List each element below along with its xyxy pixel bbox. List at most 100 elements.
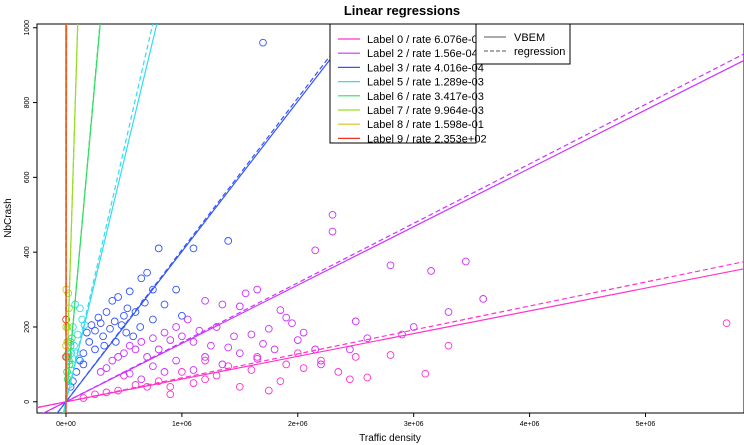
point-series-2-2 <box>224 237 233 245</box>
point-series-1-17 <box>288 319 296 328</box>
point-series-1-37 <box>166 336 175 344</box>
x-tick-label-1: 1e+06 <box>172 421 192 428</box>
point-series-1-38 <box>178 332 186 341</box>
point-series-1-19 <box>247 330 256 339</box>
point-series-2-29 <box>136 323 145 331</box>
x-tick-label-4: 4e+06 <box>520 421 540 428</box>
point-series-1-20 <box>230 332 238 341</box>
point-series-0-26 <box>253 353 262 361</box>
point-series-1-14 <box>276 306 285 314</box>
point-series-1-21 <box>212 323 221 331</box>
y-tick-label-2: 400 <box>24 246 31 258</box>
y-tick-label-1: 200 <box>24 321 31 333</box>
point-series-2-20 <box>82 328 91 337</box>
vbem-line-0 <box>37 268 744 409</box>
point-series-1-44 <box>311 345 320 354</box>
point-series-2-9 <box>102 308 111 316</box>
point-series-0-7 <box>299 364 308 372</box>
point-series-1-9 <box>235 302 244 311</box>
point-series-2-36 <box>79 360 88 369</box>
legend-linetype-label-0: VBEM <box>514 32 545 44</box>
legend: Label 0 / rate 6.076e-05 Label 2 / rate 1… <box>329 23 571 145</box>
point-series-0-3 <box>235 382 244 391</box>
point-series-2-30 <box>149 315 157 324</box>
point-series-2-25 <box>110 317 119 326</box>
point-series-1-48 <box>235 349 244 358</box>
regression-line-1 <box>42 53 744 413</box>
legend-entry-2: Label 3 / rate 4.016e-04 <box>367 62 484 74</box>
point-series-1-32 <box>108 356 117 365</box>
point-series-0-28 <box>276 377 285 386</box>
point-series-1-23 <box>183 315 192 324</box>
point-series-1-31 <box>114 353 122 361</box>
point-series-1-10 <box>218 300 227 309</box>
point-series-1-0 <box>328 210 337 219</box>
x-tick-label-0: 0e+00 <box>56 421 76 428</box>
point-series-1-15 <box>282 313 291 322</box>
legend-entry-6: Label 8 / rate 1.598e-01 <box>367 119 484 131</box>
legend-entry-5: Label 7 / rate 9.964e-03 <box>367 105 484 117</box>
point-series-1-49 <box>201 353 209 361</box>
point-series-1-30 <box>120 349 128 358</box>
point-series-0-13 <box>178 368 186 376</box>
point-series-1-5 <box>427 267 435 275</box>
point-series-1-8 <box>351 317 360 326</box>
point-series-1-45 <box>363 334 372 343</box>
point-series-0-18 <box>351 353 360 361</box>
point-series-1-7 <box>444 308 453 316</box>
point-series-2-33 <box>178 311 186 320</box>
point-series-2-11 <box>131 308 140 316</box>
point-series-2-3 <box>189 244 198 253</box>
point-series-0-0 <box>722 319 731 328</box>
point-series-1-36 <box>154 345 163 354</box>
point-series-1-26 <box>149 334 157 343</box>
point-series-1-4 <box>461 257 470 266</box>
point-series-2-31 <box>160 300 169 309</box>
point-series-0-20 <box>444 341 453 350</box>
point-series-1-11 <box>201 296 209 305</box>
point-series-0-30 <box>166 390 175 399</box>
legend-series-box <box>329 23 477 144</box>
point-series-0-2 <box>363 373 372 382</box>
point-series-2-7 <box>114 293 122 301</box>
point-series-1-1 <box>328 227 337 236</box>
point-series-1-13 <box>241 289 250 298</box>
point-series-1-41 <box>224 343 233 352</box>
point-series-1-50 <box>172 356 180 365</box>
point-series-0-5 <box>264 386 273 395</box>
point-series-1-43 <box>293 336 302 344</box>
legend-entry-0: Label 0 / rate 6.076e-05 <box>367 34 484 46</box>
point-series-1-42 <box>259 339 267 348</box>
point-series-2-14 <box>85 338 94 346</box>
point-series-1-53 <box>317 360 325 369</box>
point-series-1-27 <box>137 338 146 346</box>
point-series-2-5 <box>143 268 151 277</box>
point-series-1-16 <box>299 328 308 337</box>
point-series-2-27 <box>122 328 131 337</box>
regression-line-3 <box>62 24 154 413</box>
point-series-2-37 <box>100 341 109 350</box>
point-series-2-4 <box>137 274 146 283</box>
point-series-2-21 <box>87 321 96 329</box>
point-series-1-28 <box>131 345 140 354</box>
point-series-0-11 <box>91 390 99 399</box>
point-series-0-22 <box>154 377 163 386</box>
point-series-2-34 <box>149 285 157 294</box>
point-series-0-15 <box>247 366 256 374</box>
point-series-0-19 <box>386 351 395 359</box>
legend-linetype-label-1: regression <box>514 46 565 58</box>
point-series-1-56 <box>189 366 198 374</box>
axes-layer: 0e+00 1e+06 2e+06 3e+06 4e+06 5e+06 0 200 400 600… <box>24 20 655 428</box>
legend-linetype-box <box>475 23 571 65</box>
marks-layer <box>37 24 744 413</box>
point-series-1-24 <box>172 323 180 331</box>
point-series-1-29 <box>125 341 134 350</box>
point-series-1-57 <box>160 368 169 376</box>
point-series-0-6 <box>334 368 343 376</box>
point-series-1-18 <box>264 324 273 333</box>
legend-entry-7: Label 9 / rate 2.353e+02 <box>367 133 487 145</box>
point-series-0-8 <box>201 375 209 384</box>
point-series-1-39 <box>189 338 198 346</box>
legend-entry-4: Label 6 / rate 3.417e-03 <box>367 91 484 103</box>
point-series-5-3 <box>64 289 73 298</box>
